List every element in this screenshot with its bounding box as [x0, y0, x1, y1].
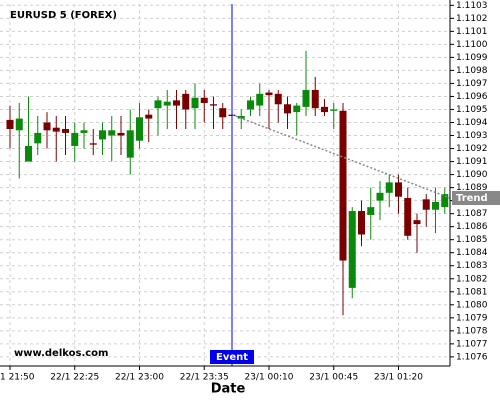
candle-body	[339, 110, 347, 261]
candle-body	[136, 117, 143, 141]
y-tick-label: 1.1096	[456, 92, 488, 102]
y-tick-label: 1.1098	[456, 66, 488, 76]
candle-body	[219, 108, 227, 118]
candle-body	[6, 119, 14, 130]
candle-body	[265, 92, 273, 96]
candle-body	[284, 104, 291, 114]
candle-body	[247, 100, 254, 110]
candle-body	[385, 182, 393, 193]
candle-body	[34, 132, 42, 144]
chart-title: EURUSD 5 (FOREX)	[10, 10, 117, 21]
candle-body	[200, 97, 208, 103]
candle-body	[441, 194, 449, 208]
y-tick-label: 1.1081	[456, 287, 488, 297]
y-tick-label: 1.1078	[456, 326, 488, 336]
y-tick-label: 1.1083	[456, 261, 488, 271]
candle-body	[256, 93, 264, 106]
candle-body	[154, 100, 162, 109]
trend-line	[231, 113, 451, 199]
y-tick-label: 1.1087	[456, 209, 488, 219]
y-tick-label: 1.1091	[456, 157, 488, 167]
candle-body	[52, 127, 60, 132]
x-tick-label: 22/1 21:50	[0, 373, 35, 383]
candle-body	[89, 143, 97, 145]
y-tick-label: 1.1095	[456, 105, 488, 115]
y-tick-label: 1.1079	[456, 313, 488, 323]
x-tick-label: 22/1 22:25	[50, 373, 99, 383]
candle-body	[376, 192, 384, 201]
candle-body	[358, 211, 365, 235]
y-tick-label: 1.1089	[456, 183, 488, 193]
candle-body	[145, 114, 153, 119]
candle-body	[99, 130, 106, 140]
candle-body	[302, 89, 310, 107]
y-tick-label: 1.1090	[456, 170, 488, 180]
y-tick-label: 1.1094	[456, 118, 488, 128]
y-tick-label: 1.1102	[456, 14, 488, 24]
candle-body	[274, 93, 282, 105]
candle-body	[117, 132, 125, 136]
candle-body	[43, 122, 51, 131]
candle-body	[330, 109, 338, 111]
trend-label-box	[452, 191, 500, 206]
event-label-box	[210, 350, 254, 364]
x-tick-label: 22/1 23:35	[180, 373, 229, 383]
trend-label: Trend	[456, 193, 488, 204]
y-tick-label: 1.1103	[456, 1, 488, 11]
candle-body	[191, 97, 199, 109]
y-tick-label: 1.1099	[456, 53, 488, 63]
y-tick-label: 1.1097	[456, 79, 488, 89]
candle-body	[237, 115, 245, 119]
y-tick-label: 1.1086	[456, 222, 488, 232]
event-label: Event	[216, 352, 248, 363]
candle-body	[62, 129, 69, 133]
y-tick-label: 1.1085	[456, 235, 488, 245]
candle-body	[80, 130, 88, 133]
candle-body	[71, 132, 79, 146]
watermark: www.delkos.com	[14, 348, 108, 359]
candle-body	[311, 89, 319, 109]
y-tick-label: 1.1076	[456, 352, 488, 362]
candle-body	[422, 199, 430, 210]
candle-body	[432, 201, 439, 210]
candle-body	[348, 211, 356, 288]
y-tick-label: 1.1101	[456, 27, 488, 37]
y-tick-label: 1.1080	[456, 300, 488, 310]
y-tick-label: 1.1100	[456, 40, 488, 50]
candle-body	[321, 106, 328, 113]
y-tick-label: 1.1077	[456, 339, 488, 349]
candle-body	[126, 130, 134, 158]
candle-body	[293, 105, 301, 113]
candle-body	[182, 93, 190, 110]
candle-body	[404, 198, 412, 236]
y-tick-label: 1.1082	[456, 274, 488, 284]
y-tick-label: 1.1093	[456, 131, 488, 141]
candle-body	[210, 104, 217, 106]
candle-body	[367, 207, 375, 215]
x-tick-label: 23/1 01:20	[374, 373, 423, 383]
candle-body	[413, 220, 421, 225]
x-tick-label: 23/1 00:45	[309, 373, 358, 383]
y-tick-label: 1.1092	[456, 144, 488, 154]
candle-body	[25, 145, 32, 162]
x-tick-label: 23/1 00:10	[244, 373, 293, 383]
candle-body	[163, 101, 171, 106]
candle-body	[395, 182, 402, 197]
y-tick-label: 1.1084	[456, 248, 488, 258]
candle-body	[173, 100, 180, 106]
candle-body	[108, 130, 116, 136]
x-tick-label: 22/1 23:00	[115, 373, 164, 383]
x-axis-title: Date	[211, 382, 246, 397]
candle-body	[15, 118, 23, 131]
